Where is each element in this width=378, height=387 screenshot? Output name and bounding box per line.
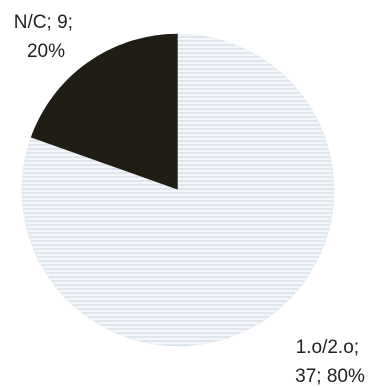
slice-label-nc-line1: N/C; 9; — [14, 12, 73, 33]
pie-slice-n-c — [30, 33, 179, 191]
pie-slice-1-o-2-o — [21, 33, 335, 347]
slice-label-1o2o: 1.o/2.o; 37; 80% — [295, 337, 365, 387]
slice-label-1o2o-line1: 1.o/2.o; — [296, 337, 359, 358]
slice-label-nc: N/C; 9; 20% — [14, 12, 78, 62]
pie-slices — [21, 33, 335, 347]
slice-label-1o2o-line2: 37; 80% — [295, 366, 365, 387]
slice-label-nc-line2: 20% — [27, 41, 65, 62]
